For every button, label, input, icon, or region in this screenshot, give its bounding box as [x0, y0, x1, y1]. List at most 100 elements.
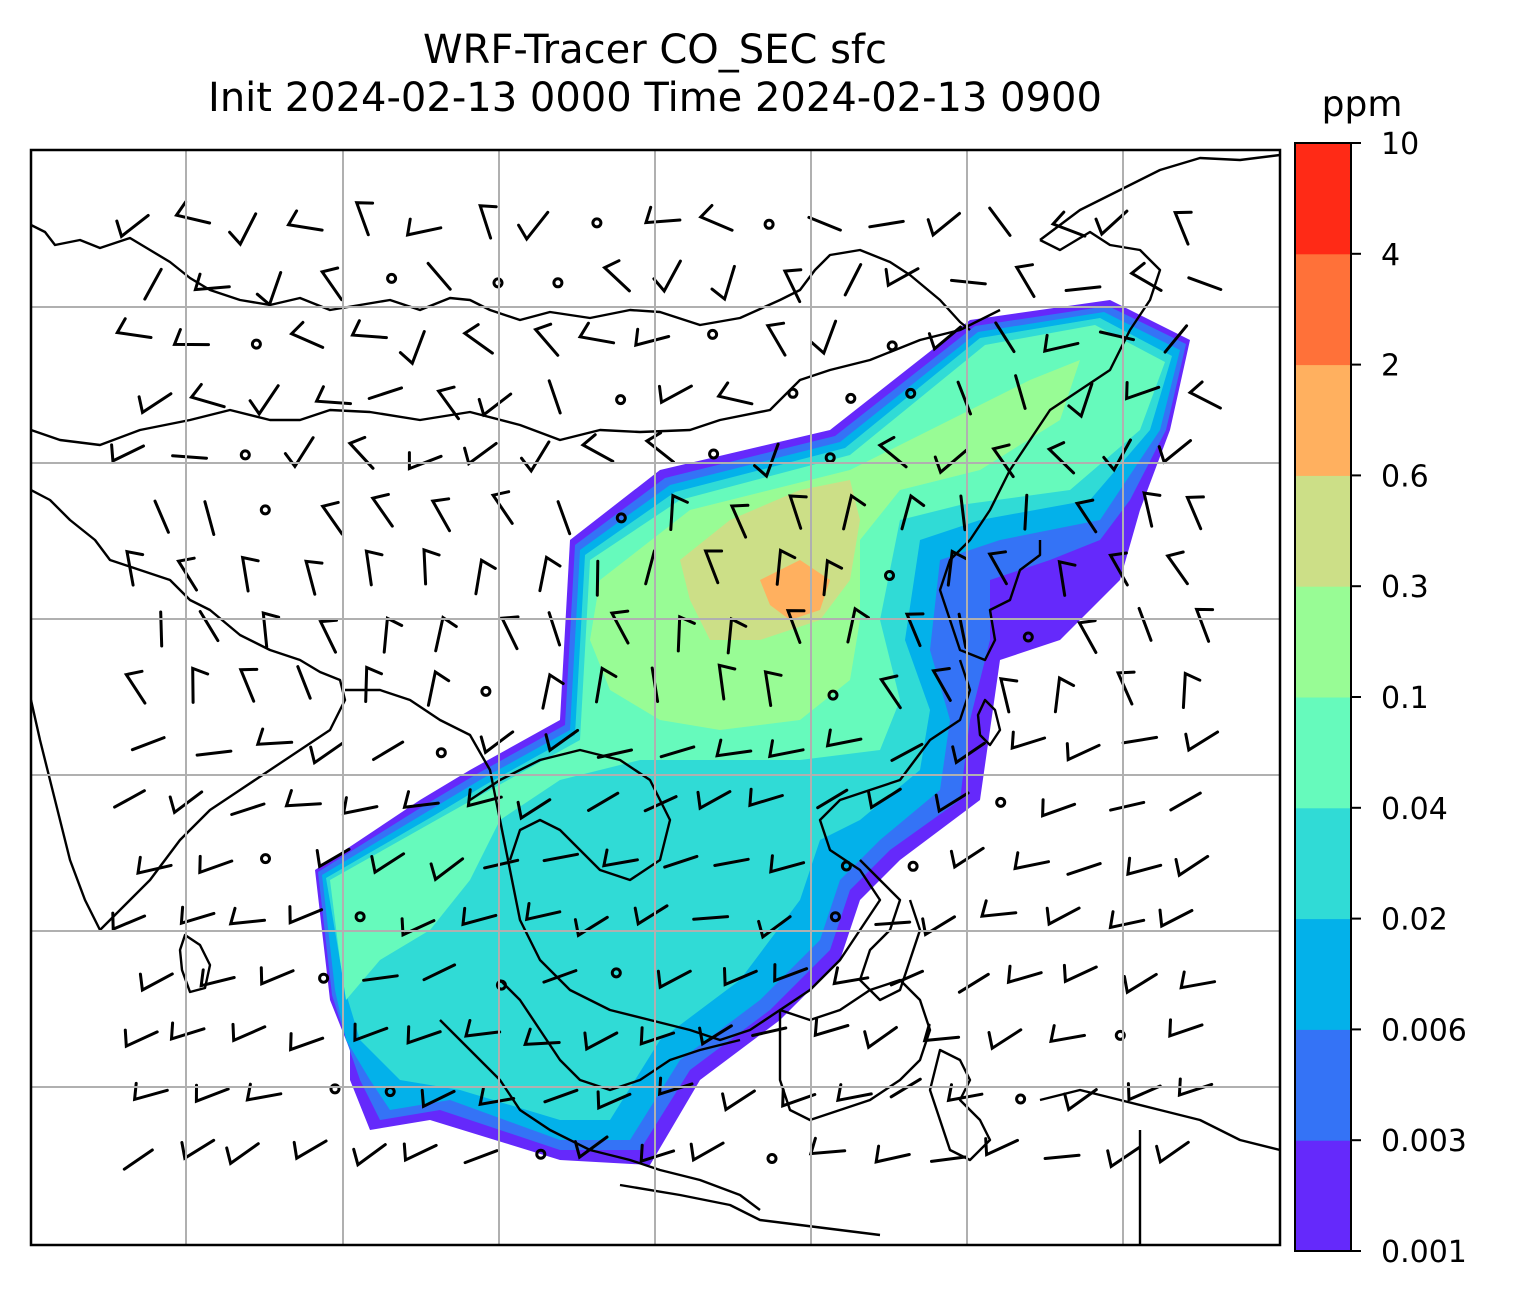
calm-circle: [845, 392, 857, 404]
wind-barb: [464, 1019, 502, 1038]
calm-circle: [840, 860, 852, 872]
colorbar-segment: [1295, 1140, 1351, 1252]
wind-barb: [984, 1137, 1019, 1157]
wind-barb: [769, 854, 806, 874]
wind-barb: [1094, 209, 1129, 237]
title-line-1: WRF-Tracer CO_SEC sfc: [422, 27, 888, 73]
wind-barb: [483, 858, 520, 870]
calm-circle: [259, 504, 271, 516]
wind-barb: [547, 379, 562, 415]
wind-barb: [658, 384, 693, 405]
wind-barb: [634, 327, 671, 348]
wind-barb: [547, 611, 562, 647]
wind-barb: [832, 966, 870, 986]
wind-barb: [1014, 263, 1036, 298]
gridlines: [31, 150, 1280, 1245]
calm-circle: [884, 570, 895, 581]
wind-barb: [463, 1149, 499, 1165]
wind-barb: [110, 443, 145, 464]
wind-barb: [195, 749, 233, 757]
wind-barb: [596, 748, 633, 759]
wind-barb: [143, 267, 163, 301]
coastline-china-south: [31, 308, 1001, 447]
wind-barb: [199, 968, 236, 988]
wind-barb: [318, 618, 338, 654]
wind-barb: [1126, 1082, 1162, 1102]
coastline-java: [619, 1183, 881, 1237]
wind-barb: [172, 328, 210, 347]
wind-barb: [676, 614, 696, 653]
co-plume: [315, 300, 1190, 1165]
wind-barb: [1023, 493, 1029, 531]
colorbar-segment: [1295, 253, 1351, 366]
wind-barb: [957, 972, 990, 994]
calm-circle: [707, 328, 719, 340]
wind-barb: [230, 802, 266, 816]
wind-barb: [1172, 210, 1193, 246]
wind-barb: [643, 795, 678, 813]
coastline-sri-lanka: [178, 933, 212, 994]
wind-barb: [422, 547, 441, 586]
wind-barb: [808, 1136, 847, 1156]
wind-barb: [825, 728, 863, 748]
wind-barb: [1077, 619, 1098, 654]
wind-barb: [884, 267, 920, 288]
wind-barb: [946, 549, 968, 587]
map-frame: [29, 148, 1282, 1247]
calm-circle: [995, 796, 1007, 808]
calm-circle: [610, 967, 622, 979]
wind-barb: [461, 906, 498, 927]
wind-barb: [813, 1017, 850, 1038]
calm-circle: [260, 853, 271, 865]
wind-barb: [868, 219, 905, 229]
wind-barb: [716, 381, 754, 406]
wind-barb: [994, 321, 1016, 354]
calm-circle: [480, 685, 492, 697]
calm-circle: [239, 449, 251, 461]
wind-barb: [753, 442, 780, 479]
wind-barb: [288, 905, 324, 925]
wind-barb: [1006, 964, 1043, 985]
wind-barb: [867, 787, 902, 810]
wind-barb: [785, 609, 806, 644]
wind-barb: [463, 441, 498, 467]
calm-circle: [907, 860, 919, 872]
colorbar-ticks: 0.001 0.003 0.006 0.02 0.04 0.1 0.3 0.6 2 4 10: [1351, 127, 1467, 1270]
wind-barb: [717, 663, 737, 701]
wind-barb: [1158, 908, 1194, 929]
colorbar-segment: [1295, 697, 1351, 809]
wind-barb: [765, 321, 787, 357]
wind-barb: [836, 1083, 873, 1103]
wind-barb: [228, 212, 258, 247]
wind-barb: [946, 1083, 984, 1103]
wind-barb: [499, 615, 520, 651]
wind-barb: [240, 555, 260, 593]
wind-barb: [138, 972, 174, 993]
wind-barb: [426, 669, 451, 707]
wind-barb: [542, 852, 579, 863]
wind-barb: [775, 548, 797, 586]
wind-barb: [956, 380, 972, 416]
wind-barb: [877, 435, 908, 469]
wind-barb: [1115, 670, 1136, 706]
wind-barb: [1194, 607, 1215, 643]
wind-barb: [816, 788, 849, 810]
wind-barb: [1053, 675, 1076, 714]
wind-barb: [426, 261, 452, 291]
wind-barb: [773, 963, 809, 983]
wind-barb: [283, 436, 315, 470]
colorbar-segment: [1295, 586, 1351, 698]
wind-barb: [541, 672, 565, 710]
wind-barb: [284, 789, 322, 808]
wind-barb: [245, 1082, 283, 1102]
wind-barb: [1043, 1153, 1081, 1160]
wind-barb: [159, 610, 164, 648]
wind-barb: [577, 321, 616, 345]
wind-barb: [807, 215, 842, 232]
wind-barb: [1098, 330, 1135, 342]
colorbar-tick-label: 0.6: [1381, 459, 1429, 494]
coastline-india: [31, 488, 347, 932]
calm-circle: [787, 387, 799, 399]
wind-barb: [782, 268, 803, 304]
wind-barb: [822, 558, 844, 597]
